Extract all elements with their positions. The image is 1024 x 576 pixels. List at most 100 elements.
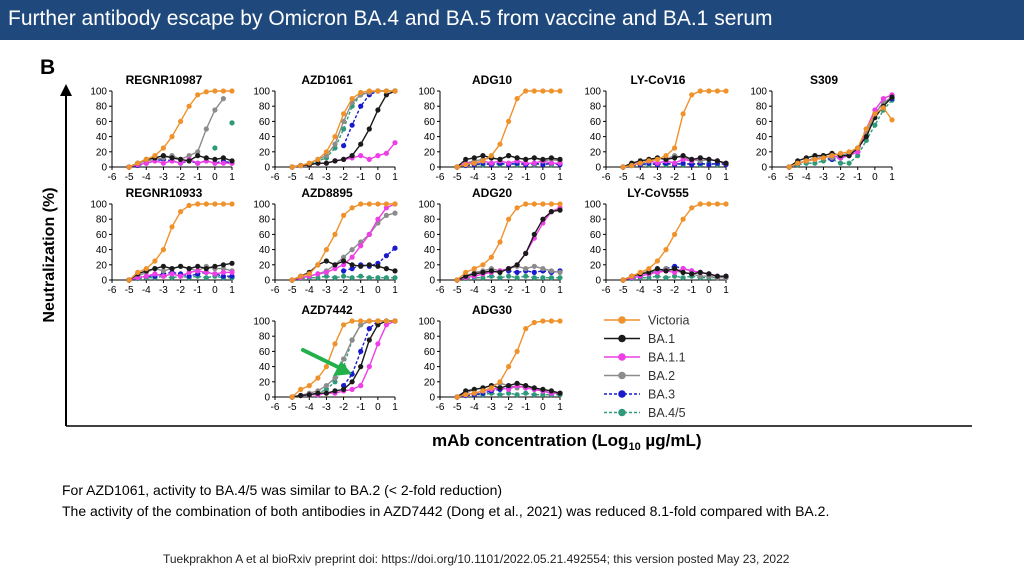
panel-title: REGNR10933 bbox=[126, 186, 203, 200]
data-point-ba11 bbox=[872, 107, 878, 113]
data-point-victoria bbox=[697, 88, 703, 94]
x-tick-label: -3 bbox=[653, 172, 662, 183]
data-point-ba1 bbox=[186, 158, 192, 164]
data-point-ba45 bbox=[812, 160, 818, 166]
y-tick-label: 0 bbox=[264, 393, 270, 404]
data-point-victoria bbox=[523, 326, 529, 332]
data-point-ba45 bbox=[531, 275, 537, 281]
citation: Tuekprakhon A et al bioRxiv preprint doi… bbox=[163, 552, 790, 566]
y-tick-label: 80 bbox=[590, 102, 602, 113]
data-point-victoria bbox=[203, 89, 209, 95]
data-point-victoria bbox=[654, 156, 661, 162]
data-point-victoria bbox=[169, 224, 175, 230]
x-tick-label: -1 bbox=[193, 172, 202, 183]
data-point-ba1 bbox=[471, 271, 477, 277]
data-point-ba1 bbox=[723, 273, 729, 279]
data-point-victoria bbox=[392, 201, 398, 207]
data-point-ba1 bbox=[229, 158, 235, 164]
data-point-ba1 bbox=[697, 155, 703, 161]
data-point-victoria bbox=[523, 88, 529, 94]
data-point-victoria bbox=[855, 145, 861, 151]
x-tick-label: -2 bbox=[504, 285, 513, 296]
y-tick-label: 100 bbox=[253, 200, 270, 211]
data-point-ba11 bbox=[315, 271, 321, 277]
data-point-ba45 bbox=[548, 275, 555, 281]
y-tick-label: 20 bbox=[590, 147, 602, 158]
data-point-victoria bbox=[663, 153, 669, 159]
data-point-ba1 bbox=[672, 155, 678, 161]
legend-item-ba45: BA.4/5 bbox=[604, 406, 686, 420]
x-tick-label: 0 bbox=[375, 402, 381, 413]
data-point-victoria bbox=[298, 386, 304, 392]
data-point-ba11 bbox=[203, 269, 209, 275]
y-tick-label: 0 bbox=[101, 163, 107, 174]
data-point-ba45 bbox=[506, 273, 512, 279]
y-tick-label: 100 bbox=[253, 317, 270, 328]
data-point-victoria bbox=[152, 153, 158, 159]
data-point-ba1 bbox=[332, 262, 338, 268]
data-point-ba1 bbox=[523, 156, 529, 162]
data-point-ba1 bbox=[557, 156, 563, 162]
data-point-ba45 bbox=[838, 160, 844, 166]
legend-marker bbox=[618, 390, 626, 398]
data-point-victoria bbox=[523, 201, 529, 207]
data-point-victoria bbox=[315, 262, 321, 268]
data-point-ba1 bbox=[523, 250, 529, 256]
x-tick-label: -3 bbox=[487, 402, 496, 413]
data-point-victoria bbox=[646, 158, 652, 164]
data-point-ba1 bbox=[160, 263, 166, 269]
data-point-victoria bbox=[488, 153, 494, 159]
data-point-ba11 bbox=[383, 150, 389, 156]
data-point-victoria bbox=[689, 92, 695, 98]
legend-label: BA.1.1 bbox=[648, 351, 686, 365]
data-point-ba1 bbox=[375, 322, 381, 328]
data-point-ba2 bbox=[358, 322, 364, 328]
panel-title: LY-CoV555 bbox=[627, 186, 689, 200]
data-point-victoria bbox=[349, 318, 355, 324]
data-point-ba11 bbox=[195, 268, 201, 274]
data-point-victoria bbox=[497, 141, 503, 147]
data-point-victoria bbox=[358, 89, 364, 96]
data-point-ba45 bbox=[349, 275, 355, 281]
x-tick-label: -3 bbox=[322, 285, 331, 296]
data-point-victoria bbox=[471, 390, 477, 396]
data-point-ba2 bbox=[220, 266, 226, 272]
x-tick-label: -5 bbox=[288, 285, 297, 296]
data-point-ba1 bbox=[523, 383, 529, 389]
data-point-ba11 bbox=[323, 269, 329, 275]
data-point-ba1 bbox=[506, 153, 512, 159]
x-tick-label: -2 bbox=[339, 172, 348, 183]
data-point-ba45 bbox=[323, 386, 329, 392]
y-tick-label: 40 bbox=[424, 132, 436, 143]
x-tick-label: -2 bbox=[504, 172, 513, 183]
data-point-ba1 bbox=[680, 269, 686, 275]
data-point-victoria bbox=[143, 156, 149, 162]
legend-label: BA.2 bbox=[648, 369, 675, 383]
x-tick-label: -6 bbox=[436, 402, 445, 413]
data-point-ba1 bbox=[220, 262, 226, 268]
arrow-shaft bbox=[301, 348, 344, 371]
data-point-victoria bbox=[480, 388, 486, 394]
data-point-victoria bbox=[454, 164, 460, 170]
data-point-ba1 bbox=[488, 268, 494, 274]
data-point-victoria bbox=[680, 216, 686, 222]
data-point-victoria bbox=[383, 88, 389, 94]
data-point-victoria bbox=[629, 273, 635, 279]
data-point-victoria bbox=[514, 348, 520, 354]
y-tick-label: 100 bbox=[90, 87, 107, 98]
data-point-ba1 bbox=[178, 263, 184, 269]
data-point-victoria bbox=[126, 277, 132, 283]
x-tick-label: -2 bbox=[670, 172, 679, 183]
data-point-ba45 bbox=[480, 275, 486, 281]
highlight-arrow bbox=[301, 348, 352, 376]
data-point-victoria bbox=[349, 96, 355, 102]
data-point-victoria bbox=[637, 269, 643, 275]
data-point-victoria bbox=[366, 88, 372, 94]
data-point-ba1 bbox=[212, 156, 218, 162]
data-point-ba2 bbox=[195, 149, 201, 155]
data-point-ba1 bbox=[706, 156, 712, 162]
x-tick-label: -5 bbox=[453, 402, 462, 413]
data-point-ba1 bbox=[366, 262, 372, 268]
